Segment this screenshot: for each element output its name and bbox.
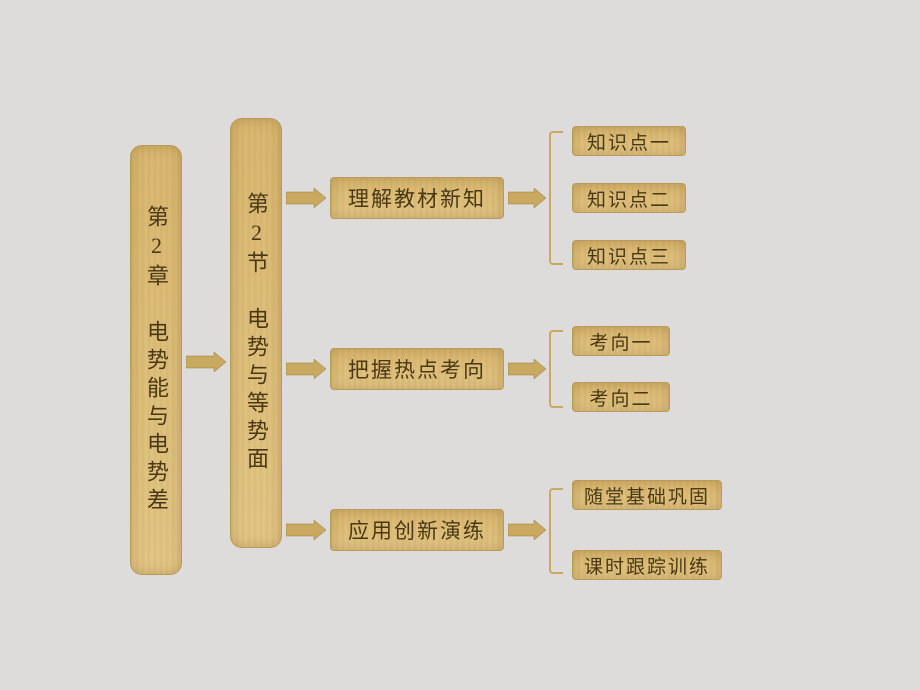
arrow-icon (508, 188, 546, 208)
leaf-node: 知识点二 (572, 183, 686, 213)
leaf-node: 课时跟踪训练 (572, 550, 722, 580)
leaf-label: 随堂基础巩固 (584, 482, 710, 509)
bracket-1 (549, 131, 563, 265)
chapter-label: 第2章 电势能与电势差 (140, 205, 172, 516)
mid-node-2: 把握热点考向 (330, 348, 504, 390)
arrow-icon (508, 520, 546, 540)
bracket-3 (549, 488, 563, 574)
arrow-icon (286, 359, 326, 379)
mid-node-label: 理解教材新知 (348, 183, 486, 213)
leaf-label: 知识点三 (587, 242, 671, 269)
arrow-icon (286, 188, 326, 208)
arrow-icon (286, 520, 326, 540)
section-label: 第2节 电势与等势面 (240, 192, 272, 475)
arrow-icon (508, 359, 546, 379)
leaf-node: 考向二 (572, 382, 670, 412)
leaf-label: 考向二 (589, 384, 652, 411)
leaf-node: 知识点三 (572, 240, 686, 270)
arrow-icon (186, 352, 226, 372)
section-node: 第2节 电势与等势面 (230, 118, 282, 548)
mid-node-label: 应用创新演练 (348, 515, 486, 545)
leaf-node: 考向一 (572, 326, 670, 356)
leaf-node: 知识点一 (572, 126, 686, 156)
bracket-2 (549, 330, 563, 408)
leaf-label: 考向一 (589, 328, 652, 355)
leaf-label: 知识点二 (587, 185, 671, 212)
mid-node-1: 理解教材新知 (330, 177, 504, 219)
leaf-label: 知识点一 (587, 128, 671, 155)
mid-node-3: 应用创新演练 (330, 509, 504, 551)
chapter-node: 第2章 电势能与电势差 (130, 145, 182, 575)
leaf-node: 随堂基础巩固 (572, 480, 722, 510)
mid-node-label: 把握热点考向 (348, 354, 486, 384)
leaf-label: 课时跟踪训练 (584, 552, 710, 579)
